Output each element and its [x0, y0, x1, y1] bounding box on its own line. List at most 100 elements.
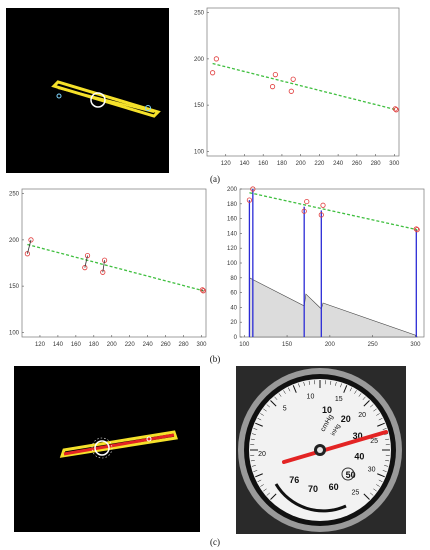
y-tick-label: 180	[227, 202, 238, 208]
y-tick-label: 250	[194, 11, 205, 17]
gauge-inner-label: 20	[341, 414, 351, 424]
gauge-tick	[385, 460, 390, 462]
x-tick-label: 300	[389, 161, 400, 167]
x-tick-label: 240	[333, 161, 344, 167]
gauge-tick	[382, 428, 387, 430]
data-point	[318, 212, 324, 218]
x-tick-label: 280	[179, 342, 190, 348]
gauge-tick	[287, 387, 291, 392]
chart-b-left-scatter: 120 140 160 180 200 220 240 260 280 300 100 150 200 2…	[9, 188, 207, 348]
chart-a-scatter: 120 140 160 180 200 220 240 260 280 300 100 150 200 2…	[194, 7, 400, 167]
x-tick-label: 260	[161, 342, 172, 348]
gauge-outer-left-label: 20	[258, 451, 266, 458]
x-tick-label: 160	[71, 342, 82, 348]
y-tick-label: 0	[234, 335, 238, 341]
x-tick-label: 300	[410, 342, 421, 348]
gauge-tick	[250, 438, 255, 440]
data-point	[272, 72, 278, 78]
gauge-outer-label: 25	[370, 438, 378, 445]
x-tick-label: 200	[296, 161, 307, 167]
needle-outline-c	[59, 430, 178, 458]
pivot-circle-a	[90, 92, 106, 108]
gauge-tick	[308, 380, 310, 385]
y-tick-label: 20	[230, 320, 237, 326]
figure-label-b: (b)	[209, 354, 221, 364]
x-tick-label: 120	[221, 161, 232, 167]
data-point	[82, 265, 88, 271]
x-tick-label: 160	[258, 161, 269, 167]
fit-line	[27, 243, 204, 292]
gauge-tick	[370, 404, 374, 408]
fit-line	[249, 192, 418, 231]
gauge-tick	[373, 488, 377, 492]
gauge-tick	[384, 433, 389, 435]
gauge-tick	[274, 396, 278, 400]
data-point	[269, 84, 276, 90]
x-tick-label: 250	[368, 342, 379, 348]
gauge-arc	[274, 483, 347, 513]
y-tick-label: 160	[227, 217, 238, 223]
y-tick-label: 150	[194, 103, 205, 109]
gauge-inner-label: 60	[329, 482, 339, 492]
y-tick-label: 250	[9, 192, 20, 198]
y-tick-label: 140	[227, 231, 238, 237]
pair-line	[102, 260, 105, 273]
y-tick-label: 60	[230, 291, 237, 297]
figure-label-c: (c)	[210, 537, 220, 547]
gauge-tick	[378, 479, 383, 483]
needle-detection-image-c	[14, 366, 200, 532]
gauge-outer-label: 15	[335, 396, 343, 403]
gauge-tick	[270, 400, 277, 407]
gauge-tick	[250, 460, 255, 462]
data-point	[414, 227, 420, 233]
data-point	[213, 56, 219, 62]
needle-center-line-a	[57, 87, 155, 113]
gauge-tick	[363, 400, 370, 407]
pair-line	[26, 239, 32, 254]
gauge-tick	[251, 465, 256, 467]
gauge-tick	[385, 438, 390, 440]
gauge-tick	[263, 488, 267, 492]
gauge-pivot-cap	[317, 447, 323, 453]
needle-detection-a-svg	[51, 80, 161, 118]
gauge-inner-label: 40	[354, 451, 364, 461]
gauge-tick	[376, 413, 380, 416]
gauge-tick	[354, 390, 357, 394]
y-tick-label: 200	[194, 57, 205, 63]
x-tick-label: 140	[53, 342, 64, 348]
gauge-tick	[266, 492, 270, 496]
y-tick-label: 200	[9, 238, 20, 244]
data-point	[393, 107, 399, 113]
gauge-tick	[283, 390, 286, 394]
gauge-inner-label: 10	[322, 405, 332, 415]
gauge-tick	[253, 428, 258, 430]
x-tick-label: 140	[239, 161, 250, 167]
fit-line	[212, 62, 397, 111]
data-point	[413, 226, 419, 232]
gauge-tick	[382, 470, 387, 472]
gauge-tick	[278, 393, 282, 397]
x-tick-label: 150	[282, 342, 293, 348]
chart-b-right-lines: 100 150 200 250 300 0 20 40 60 80 100 120 140 160 180 2…	[227, 186, 425, 348]
tail-marker-a	[56, 93, 62, 99]
x-tick-label: 280	[371, 161, 382, 167]
tip-marker-c	[146, 436, 152, 442]
y-tick-label: 100	[227, 261, 238, 267]
pivot-outer-c	[91, 437, 113, 459]
gauge-tick	[373, 408, 377, 412]
gauge-tick	[266, 404, 270, 408]
data-point	[304, 198, 310, 205]
gauge-outer-label: 25	[351, 490, 359, 497]
gauge-outer-label: 10	[307, 393, 315, 400]
y-tick-label: 150	[9, 284, 20, 290]
gauge-tick	[358, 393, 362, 397]
gauge-tick	[370, 492, 374, 496]
x-tick-label: 240	[143, 342, 154, 348]
gauge-outer-label: 30	[368, 466, 376, 473]
data-point	[392, 106, 398, 112]
gauge-logo	[341, 467, 355, 481]
gauge-tick	[378, 417, 383, 421]
gauge-tick	[263, 408, 267, 412]
